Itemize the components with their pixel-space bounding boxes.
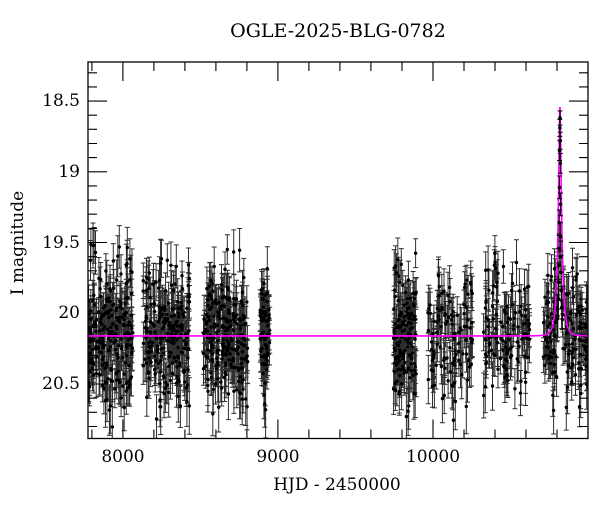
x-tick-label-9000: 9000	[256, 447, 300, 467]
y-tick-label-19-5: 19.5	[42, 233, 80, 253]
model-curve	[88, 107, 588, 337]
y-tick-label-20-5: 20.5	[42, 374, 80, 394]
chart-title: OGLE-2025-BLG-0782	[230, 20, 446, 42]
data-points-layer	[88, 242, 588, 429]
x-tick-label-8000: 8000	[101, 447, 145, 467]
axes-frame	[87, 61, 589, 440]
y-tick-label-20: 20	[58, 303, 80, 323]
x-tick-label-10000: 10000	[405, 447, 461, 467]
x-axis-label: HJD - 2450000	[273, 475, 401, 495]
y-tick-label-19: 19	[58, 162, 80, 182]
tick-marks	[88, 62, 588, 439]
y-tick-label-18-5: 18.5	[42, 91, 80, 111]
event-spike-points	[555, 110, 565, 338]
